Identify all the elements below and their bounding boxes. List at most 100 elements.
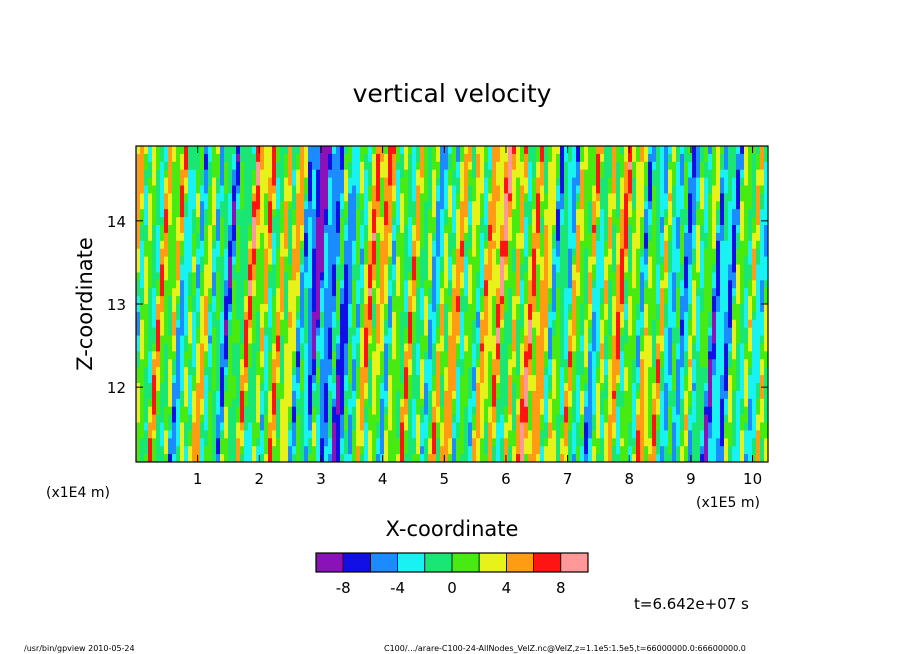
heatmap-cell: [412, 319, 417, 329]
heatmap-cell: [376, 296, 381, 305]
heatmap-cell: [136, 193, 141, 202]
heatmap-cell: [668, 217, 673, 226]
heatmap-cell: [196, 248, 201, 257]
heatmap-cell: [252, 272, 257, 281]
heatmap-cell: [356, 169, 361, 178]
heatmap-cell: [352, 383, 357, 392]
heatmap-cell: [204, 343, 209, 352]
heatmap-cell: [604, 177, 609, 186]
heatmap-cell: [652, 311, 657, 321]
heatmap-cell: [448, 185, 453, 194]
heatmap-cell: [340, 264, 345, 273]
heatmap-cell: [312, 256, 317, 265]
heatmap-cell: [316, 264, 321, 273]
heatmap-cell: [136, 161, 141, 171]
heatmap-cell: [720, 248, 725, 257]
heatmap-cell: [396, 225, 401, 234]
heatmap-cell: [644, 177, 649, 186]
heatmap-cell: [232, 217, 237, 226]
heatmap-cell: [328, 319, 333, 329]
heatmap-cell: [144, 288, 149, 297]
heatmap-cell: [288, 296, 293, 305]
heatmap-cell: [496, 327, 501, 336]
heatmap-cell: [172, 161, 177, 171]
heatmap-cell: [248, 161, 253, 171]
heatmap-cell: [504, 201, 509, 210]
heatmap-cell: [680, 327, 685, 336]
heatmap-cell: [708, 272, 713, 281]
heatmap-cell: [684, 359, 689, 368]
heatmap-cell: [628, 193, 633, 202]
heatmap-cell: [652, 351, 657, 360]
heatmap-cell: [576, 335, 581, 344]
heatmap-cell: [204, 272, 209, 281]
heatmap-cell: [736, 311, 741, 321]
heatmap-cell: [564, 177, 569, 186]
heatmap-cell: [504, 375, 509, 384]
heatmap-cell: [732, 217, 737, 226]
heatmap-cell: [424, 248, 429, 257]
heatmap-cell: [388, 311, 393, 321]
heatmap-cell: [240, 375, 245, 384]
heatmap-cell: [684, 327, 689, 336]
heatmap-cell: [720, 296, 725, 305]
heatmap-cell: [552, 201, 557, 210]
heatmap-cell: [580, 264, 585, 273]
heatmap-cell: [216, 335, 221, 344]
heatmap-cell: [268, 327, 273, 336]
heatmap-cell: [608, 383, 613, 392]
heatmap-cell: [440, 359, 445, 368]
heatmap-cell: [712, 367, 717, 376]
heatmap-cell: [728, 248, 733, 257]
heatmap-cell: [560, 209, 565, 218]
heatmap-cell: [428, 351, 433, 360]
heatmap-cell: [736, 209, 741, 218]
heatmap-cell: [736, 256, 741, 265]
heatmap-cell: [724, 232, 729, 242]
heatmap-cell: [476, 264, 481, 273]
heatmap-cell: [632, 311, 637, 321]
heatmap-cell: [316, 248, 321, 257]
heatmap-cell: [340, 193, 345, 202]
heatmap-cell: [188, 288, 193, 297]
heatmap-cell: [740, 351, 745, 360]
heatmap-cell: [196, 201, 201, 210]
heatmap-cell: [164, 304, 169, 313]
heatmap-cell: [492, 383, 497, 392]
heatmap-cell: [724, 375, 729, 384]
heatmap-cell: [224, 272, 229, 281]
heatmap-cell: [628, 367, 633, 376]
heatmap-cell: [516, 327, 521, 336]
heatmap-cell: [336, 217, 341, 226]
heatmap-cell: [616, 146, 621, 155]
heatmap-cell: [172, 311, 177, 321]
heatmap-cell: [716, 217, 721, 226]
heatmap-cell: [528, 296, 533, 305]
heatmap-cell: [172, 177, 177, 186]
heatmap-cell: [280, 240, 285, 250]
heatmap-cell: [420, 146, 425, 155]
heatmap-cell: [668, 232, 673, 242]
heatmap-cell: [220, 383, 225, 392]
heatmap-cell: [564, 256, 569, 265]
heatmap-cell: [148, 256, 153, 265]
heatmap-cell: [324, 169, 329, 178]
heatmap-cell: [476, 351, 481, 360]
heatmap-cell: [700, 232, 705, 242]
heatmap-cell: [300, 193, 305, 202]
heatmap-cell: [216, 201, 221, 210]
heatmap-cell: [516, 319, 521, 329]
heatmap-cell: [504, 359, 509, 368]
heatmap-cell: [244, 161, 249, 171]
heatmap-cell: [388, 225, 393, 234]
heatmap-cell: [344, 343, 349, 352]
heatmap-cell: [160, 327, 165, 336]
heatmap-cell: [440, 177, 445, 186]
heatmap-cell: [344, 335, 349, 344]
heatmap-cell: [648, 296, 653, 305]
heatmap-cell: [368, 193, 373, 202]
heatmap-cell: [512, 153, 517, 163]
heatmap-cell: [204, 153, 209, 163]
heatmap-cell: [608, 153, 613, 163]
heatmap-cell: [624, 351, 629, 360]
